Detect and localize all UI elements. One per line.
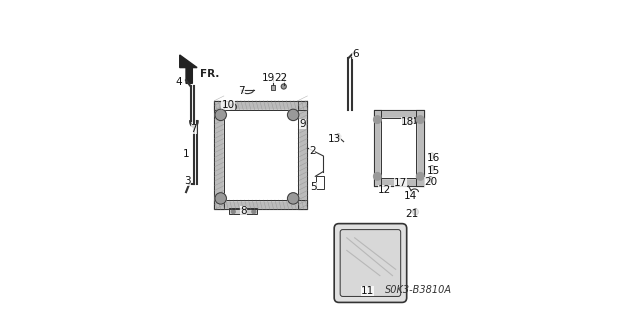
Text: 20: 20 bbox=[424, 177, 438, 187]
FancyBboxPatch shape bbox=[340, 230, 401, 296]
Text: 7: 7 bbox=[239, 86, 245, 96]
Text: 1: 1 bbox=[183, 149, 189, 159]
Text: 16: 16 bbox=[427, 153, 440, 163]
Text: 5: 5 bbox=[310, 182, 317, 192]
Circle shape bbox=[336, 134, 340, 139]
Circle shape bbox=[232, 210, 236, 213]
Text: 14: 14 bbox=[404, 191, 417, 201]
Text: 4: 4 bbox=[175, 77, 182, 87]
Circle shape bbox=[429, 166, 435, 171]
Text: 19: 19 bbox=[262, 73, 276, 83]
Text: 7: 7 bbox=[191, 124, 197, 134]
Circle shape bbox=[243, 210, 246, 213]
Text: 21: 21 bbox=[406, 209, 419, 218]
Bar bbox=[316, 176, 324, 189]
Text: 22: 22 bbox=[275, 73, 288, 83]
Text: 10: 10 bbox=[221, 100, 234, 110]
Circle shape bbox=[374, 173, 381, 180]
Polygon shape bbox=[180, 55, 197, 83]
Circle shape bbox=[374, 116, 381, 123]
Bar bbox=[271, 85, 275, 90]
Text: 15: 15 bbox=[426, 166, 440, 176]
Circle shape bbox=[417, 173, 424, 180]
Text: 18: 18 bbox=[401, 117, 414, 127]
Text: 6: 6 bbox=[352, 49, 358, 59]
Text: S0K3-B3810A: S0K3-B3810A bbox=[385, 285, 452, 294]
Circle shape bbox=[287, 109, 299, 121]
Bar bbox=[228, 209, 257, 214]
Text: 13: 13 bbox=[328, 135, 342, 144]
Circle shape bbox=[281, 84, 286, 89]
Circle shape bbox=[215, 193, 227, 204]
Circle shape bbox=[428, 177, 433, 182]
Circle shape bbox=[252, 210, 256, 213]
Circle shape bbox=[230, 104, 236, 110]
Text: 3: 3 bbox=[184, 176, 191, 186]
Circle shape bbox=[417, 116, 424, 123]
Text: 8: 8 bbox=[241, 206, 247, 216]
Circle shape bbox=[287, 193, 299, 204]
Circle shape bbox=[215, 109, 227, 121]
Circle shape bbox=[429, 153, 435, 158]
Text: FR.: FR. bbox=[200, 69, 220, 79]
Text: 12: 12 bbox=[378, 185, 391, 195]
Bar bbox=[402, 117, 415, 123]
Text: 9: 9 bbox=[300, 119, 306, 129]
Text: 2: 2 bbox=[309, 146, 316, 156]
Text: 17: 17 bbox=[394, 178, 407, 188]
Text: 11: 11 bbox=[361, 286, 374, 296]
FancyBboxPatch shape bbox=[334, 224, 406, 302]
Circle shape bbox=[413, 209, 419, 215]
